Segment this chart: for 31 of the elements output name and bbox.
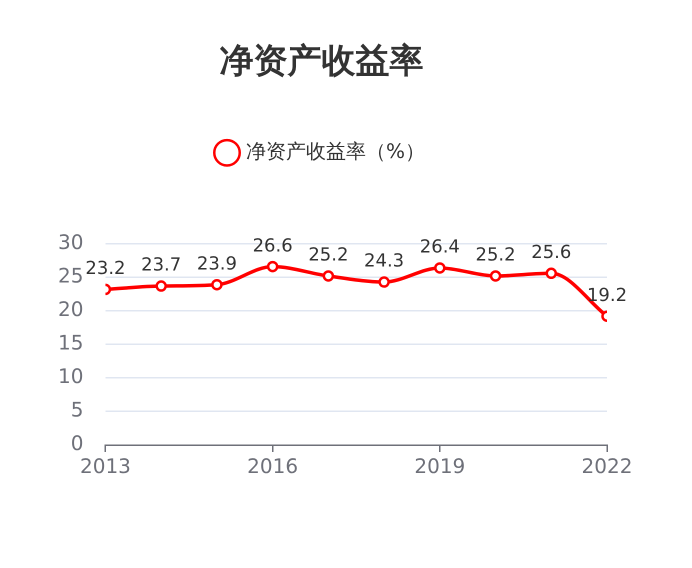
x-tick-label: 2016: [247, 454, 298, 478]
point: [155, 280, 167, 292]
point: [434, 262, 446, 274]
point: [378, 276, 390, 288]
data-label: 25.2: [476, 244, 516, 266]
data-label: 26.6: [252, 235, 293, 256]
x-tick-label: 2022: [582, 454, 632, 478]
point: [490, 270, 502, 282]
y-tick-label: 25: [58, 264, 84, 288]
data-label: 26.4: [420, 236, 460, 258]
y-tick-label: 15: [58, 330, 84, 355]
point: [546, 268, 558, 280]
data-label: 23.7: [141, 254, 182, 276]
data-label: 25.2: [308, 244, 348, 266]
y-tick-label: 5: [70, 398, 84, 422]
y-tick-label: 0: [70, 431, 84, 456]
data-label: 24.3: [364, 250, 404, 272]
x-tick-label: 2013: [80, 454, 131, 478]
x-tick-label: 2019: [414, 454, 466, 478]
data-label: 23.2: [85, 258, 126, 280]
data-label: 23.9: [196, 253, 237, 274]
y-tick-label: 10: [58, 364, 84, 388]
y-tick-label: 30: [58, 230, 84, 254]
data-label: 25.6: [531, 242, 572, 263]
point: [322, 270, 334, 282]
legend-label: 净资产收益率（%）: [246, 139, 426, 164]
point: [266, 260, 278, 272]
y-tick-label: 20: [58, 297, 84, 322]
chart-title: 净资产收益率: [220, 41, 424, 82]
point: [211, 278, 223, 290]
data-label: 19.2: [586, 284, 628, 306]
